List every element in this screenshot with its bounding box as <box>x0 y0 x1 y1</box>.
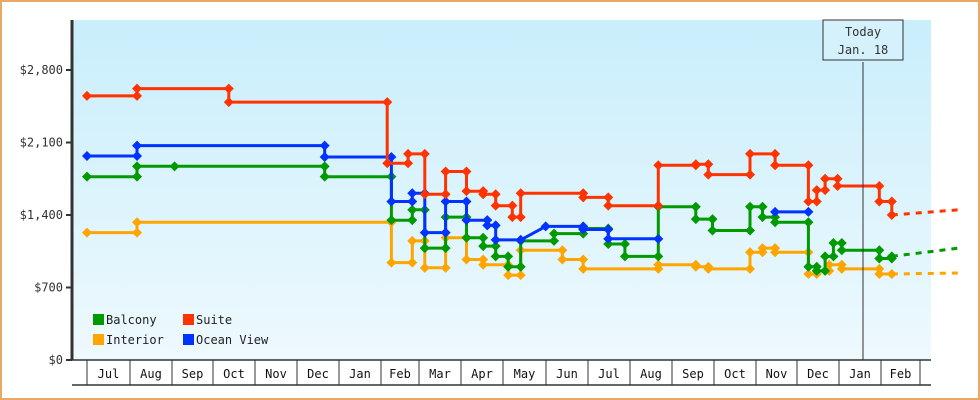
y-tick-label: $700 <box>34 281 63 295</box>
legend-label: Suite <box>196 313 232 327</box>
x-tick-label: Jun <box>556 367 578 381</box>
x-tick-label: Feb <box>890 367 912 381</box>
y-axis: $0 $700 $1,400 $2,100 $2,800 <box>20 20 74 367</box>
x-tick-label: Jan <box>849 367 871 381</box>
today-marker: Today Jan. 18 <box>822 19 904 360</box>
x-tick-label: Mar <box>429 367 451 381</box>
legend-item-balcony[interactable]: Balcony <box>93 313 157 327</box>
x-tick-label: Aug <box>140 367 162 381</box>
x-tick-label: Aug <box>640 367 662 381</box>
legend-swatch <box>183 314 194 325</box>
legend: Balcony Suite Interior Ocean View <box>93 313 269 347</box>
legend-label: Interior <box>106 333 164 347</box>
x-tick-label: Apr <box>471 367 493 381</box>
x-tick-label: May <box>514 367 536 381</box>
x-tick-label: Jul <box>98 367 120 381</box>
y-tick-label: $1,400 <box>20 208 63 222</box>
legend-item-ocean-view[interactable]: Ocean View <box>183 333 269 347</box>
y-tick-label: $2,100 <box>20 136 63 150</box>
legend-swatch <box>183 334 194 345</box>
x-tick-label: Jan <box>349 367 371 381</box>
y-tick-label: $0 <box>49 353 63 367</box>
series-lines <box>82 83 959 281</box>
legend-swatch <box>93 314 104 325</box>
x-tick-label: Jul <box>598 367 620 381</box>
x-tick-label: Feb <box>389 367 411 381</box>
legend-label: Balcony <box>106 313 157 327</box>
legend-item-interior[interactable]: Interior <box>93 333 164 347</box>
x-tick-label: Dec <box>807 367 829 381</box>
legend-item-suite[interactable]: Suite <box>183 313 232 327</box>
x-axis: Jul Aug Sep Oct Nov Dec Jan Feb Mar Apr May Jun Jul A… <box>72 359 931 386</box>
x-tick-label: Nov <box>265 367 287 381</box>
x-tick-label: Dec <box>307 367 329 381</box>
x-tick-label: Sep <box>182 367 204 381</box>
today-date: Jan. 18 <box>838 43 889 57</box>
legend-label: Ocean View <box>196 333 269 347</box>
y-tick-label: $2,800 <box>20 63 63 77</box>
x-tick-label: Sep <box>682 367 704 381</box>
x-tick-label: Nov <box>766 367 788 381</box>
plot-area <box>72 20 931 360</box>
today-label: Today <box>845 25 881 39</box>
legend-swatch <box>93 334 104 345</box>
x-tick-label: Oct <box>223 367 245 381</box>
x-tick-label: Oct <box>724 367 746 381</box>
